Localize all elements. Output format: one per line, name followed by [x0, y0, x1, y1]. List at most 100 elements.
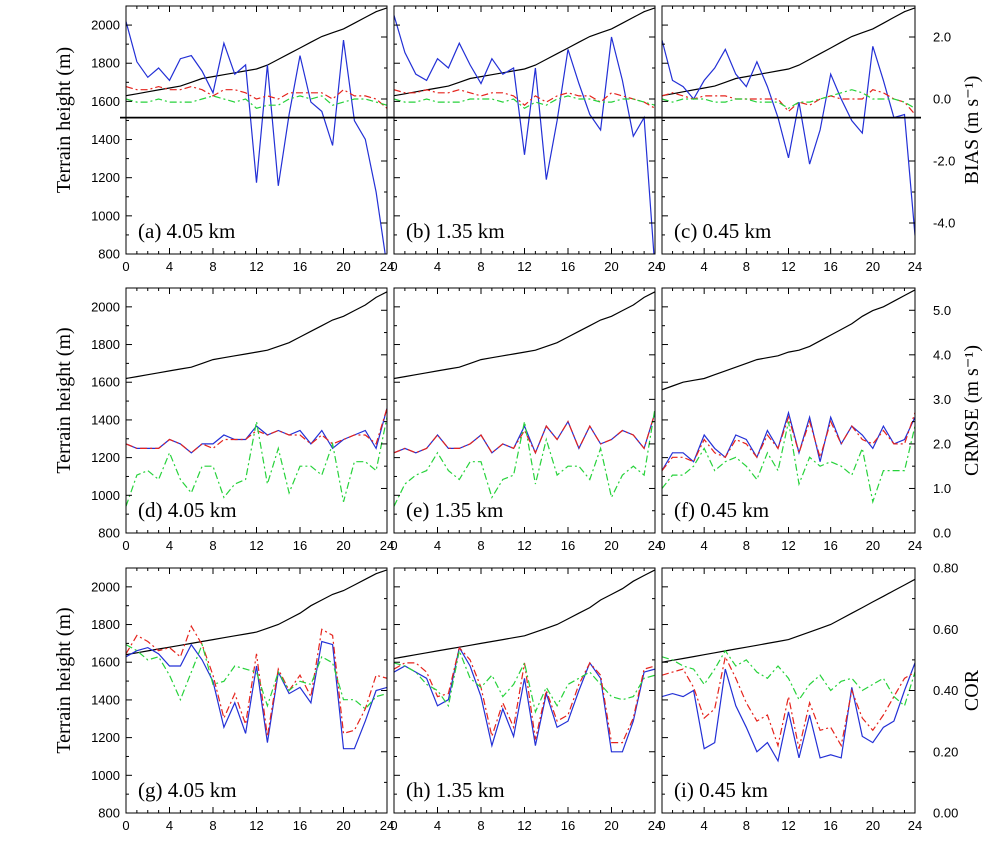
panel-e-series-1-line: [394, 412, 655, 455]
panel-d-label: (d) 4.05 km: [138, 498, 237, 522]
panel-c-x-tick-label: 20: [866, 259, 880, 274]
panel-h-x-tick-label: 12: [517, 818, 531, 833]
panel-e-x-tick-label: 24: [648, 538, 662, 553]
panel-h-terrain-line: [394, 569, 655, 660]
panel-f-y-right-tick-label: 3.0: [933, 392, 951, 407]
panel-d-x-tick-label: 4: [166, 538, 173, 553]
panel-f-x-tick-label: 8: [743, 538, 750, 553]
panel-d-x-tick-label: 24: [380, 538, 394, 553]
panel-a-x-tick-label: 20: [336, 259, 350, 274]
panel-e-x-tick-label: 8: [477, 538, 484, 553]
panel-f-y-right-tick-label: 5.0: [933, 303, 951, 318]
panel-d-x-tick-label: 0: [122, 538, 129, 553]
panel-e-x-tick-label: 16: [561, 538, 575, 553]
panel-c-y-right-title: BIAS (m s⁻¹): [961, 76, 983, 185]
panel-h-frame: [393, 567, 656, 814]
panel-b-label: (b) 1.35 km: [406, 219, 505, 243]
panel-a-series-1-line: [126, 21, 386, 254]
panel-f-y-right-tick-label: 2.0: [933, 436, 951, 451]
panel-c-x-tick-label: 0: [658, 259, 665, 274]
panel-g: 0 4 8 12 16 20 24 800 1000 1200 1400 1600 1800 2000 Te…: [53, 567, 394, 833]
panel-b: 0 4 8 12 16 20 24 (b) 1.35 km: [388, 5, 662, 274]
panel-c: 0 4 8 12 16 20 24 -4.0 -2.0 0.0 2.0 BIAS (m s⁻¹) (c)…: [656, 5, 983, 274]
panel-h-series-2-line: [394, 646, 655, 744]
panel-c-x-tick-label: 12: [781, 259, 795, 274]
panel-g-y-left-tick-label: 1600: [91, 655, 120, 670]
panel-i-y-right-tick-label: 0.60: [933, 622, 958, 637]
panel-i-y-right-tick-label: 0.80: [933, 561, 958, 576]
panel-a-y-left-tick-label: 1800: [91, 56, 120, 71]
panel-i-x-tick-label: 20: [866, 818, 880, 833]
panel-h-x-tick-label: 0: [390, 818, 397, 833]
panel-g-series-3-line: [126, 642, 387, 710]
panel-d-y-left-tick-label: 1800: [91, 337, 120, 352]
panel-f: 0 4 8 12 16 20 24 0.0 1.0 2.0 3.0 4.0 5.0 CRMSE (m s⁻…: [658, 287, 983, 553]
panel-e-x-tick-label: 0: [390, 538, 397, 553]
panel-b-x-tick-label: 8: [477, 259, 484, 274]
panel-f-x-tick-label: 20: [866, 538, 880, 553]
panel-a-y-left-tick-label: 1400: [91, 132, 120, 147]
panel-c-x-tick-label: 24: [908, 259, 922, 274]
panel-b-terrain-line: [394, 7, 655, 97]
panel-h-plot-area: [394, 569, 655, 753]
panel-d-series-1-line: [126, 408, 387, 454]
panel-b-x-tick-label: 20: [604, 259, 618, 274]
panel-h-x-tick-label: 24: [648, 818, 662, 833]
panel-b-plot-area: [394, 7, 655, 254]
panel-a-y-left-tick-label: 800: [98, 247, 120, 262]
panel-b-x-tick-label: 24: [648, 259, 662, 274]
panel-g-y-left-tick-label: 1400: [91, 692, 120, 707]
panel-d-frame: [125, 287, 388, 534]
panel-e-label: (e) 1.35 km: [406, 498, 503, 522]
panel-f-y-right-tick-label: 4.0: [933, 347, 951, 362]
panel-i-label: (i) 0.45 km: [674, 778, 768, 802]
panel-a-y-left-tick-label: 2000: [91, 18, 120, 33]
panel-i-x-tick-label: 8: [743, 818, 750, 833]
panel-c-plot-area: [662, 7, 915, 236]
panel-a-y-left-tick-label: 1600: [91, 94, 120, 109]
panel-c-x-tick-label: 8: [743, 259, 750, 274]
panel-c-series-3-line: [662, 89, 915, 109]
panel-h-x-tick-label: 4: [434, 818, 441, 833]
panel-h-x-tick-label: 16: [561, 818, 575, 833]
panel-f-x-tick-label: 16: [823, 538, 837, 553]
panel-d-terrain-line: [126, 291, 387, 380]
panel-a-x-tick-label: 24: [380, 259, 394, 274]
panel-i-y-right-tick-label: 0.20: [933, 744, 958, 759]
panel-f-x-tick-label: 4: [701, 538, 708, 553]
panel-b-x-tick-label: 4: [434, 259, 441, 274]
panel-a-y-left-tick-label: 1000: [91, 208, 120, 223]
panel-i: 0 4 8 12 16 20 24 0.00 0.20 0.40 0.60 0.80 COR (i) 0.…: [658, 561, 983, 834]
panel-c-y-right-tick-label: 2.0: [933, 30, 951, 45]
panel-b-x-tick-label: 16: [561, 259, 575, 274]
panel-g-y-left-tick-label: 2000: [91, 579, 120, 594]
panel-g-frame: [125, 567, 388, 814]
panel-i-series-2-line: [662, 654, 915, 749]
panel-g-label: (g) 4.05 km: [138, 778, 237, 802]
panel-c-series-1-line: [662, 39, 915, 236]
panel-d-series-2-line: [126, 408, 387, 454]
panel-f-x-tick-label: 0: [658, 538, 665, 553]
panel-f-y-right-title: CRMSE (m s⁻¹): [961, 345, 983, 476]
panel-h-label: (h) 1.35 km: [406, 778, 505, 802]
panel-i-x-tick-label: 0: [658, 818, 665, 833]
panel-g-x-tick-label: 4: [166, 818, 173, 833]
panel-i-x-tick-label: 12: [781, 818, 795, 833]
panel-g-x-tick-label: 12: [249, 818, 263, 833]
panel-d-x-tick-label: 16: [293, 538, 307, 553]
panel-i-terrain-line: [662, 578, 915, 663]
panel-c-label: (c) 0.45 km: [674, 219, 771, 243]
panel-g-series-1-line: [126, 640, 387, 750]
panel-d-y-left-tick-label: 2000: [91, 299, 120, 314]
panel-f-series-1-line: [662, 410, 915, 471]
panel-g-x-tick-label: 16: [293, 818, 307, 833]
panel-c-y-right-tick-label: 0.0: [933, 92, 951, 107]
panel-e-series-3-line: [394, 408, 655, 507]
panel-a-x-tick-label: 0: [122, 259, 129, 274]
panel-h-x-tick-label: 20: [604, 818, 618, 833]
panel-g-plot-area: [126, 569, 387, 750]
panel-e-terrain-line: [394, 291, 655, 380]
panel-e-x-tick-label: 20: [604, 538, 618, 553]
panel-h-x-tick-label: 8: [477, 818, 484, 833]
panel-f-frame: [661, 287, 916, 534]
